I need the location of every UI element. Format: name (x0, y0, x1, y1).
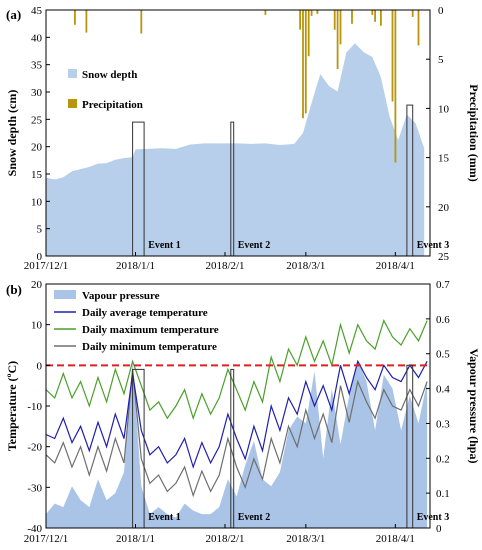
y2-tick-label-15: 15 (438, 153, 450, 165)
precipitation-bar (310, 10, 313, 16)
legend-swatch-snow-depth (68, 69, 77, 78)
y2-tick-label-0-1: 0.1 (436, 488, 450, 500)
y2-tick-label-0-4: 0.4 (436, 384, 450, 396)
x-tick-label-2018-1-1: 2018/1/1 (116, 533, 155, 545)
vapour-pressure-area (46, 360, 428, 528)
y-tick-label-35: 35 (31, 60, 43, 72)
panel-b-label: (b) (6, 282, 22, 297)
legend-label-daily-average: Daily average temperature (82, 307, 208, 319)
legend-label-daily-minimum: Daily minimum temperature (82, 341, 217, 353)
precipitation-bar (264, 10, 267, 15)
panel-b-legend: Vapour pressure Daily average temperatur… (54, 290, 219, 353)
y2-tick-label-25: 25 (438, 251, 450, 263)
precipitation-bar (307, 10, 310, 57)
x-tick-label-2018-1-1: 2018/1/1 (116, 260, 155, 272)
y-tick-label-25: 25 (31, 114, 43, 126)
precipitation-bar (336, 10, 339, 69)
y-tick-label-15: 15 (31, 169, 43, 181)
y-tick-label-30: 30 (31, 87, 43, 99)
panel-b: Event 1 Event 2 Event 3 -40 -30 -20 -10 0 10 20 0 0… (5, 279, 481, 545)
panel-a-plot-area: Event 1 Event 2 Event 3 0 5 10 15 20 25 30 35 40 45 0… (24, 5, 450, 272)
event-label-3: Event 3 (417, 512, 450, 523)
y-tick-label--10: -10 (27, 401, 42, 413)
precipitation-bar (74, 10, 76, 25)
x-tick-label-2018-3-1: 2018/3/1 (286, 260, 325, 272)
y-tick-label-0: 0 (37, 360, 43, 372)
y2-tick-label-0-2: 0.2 (436, 453, 450, 465)
precipitation-bar (302, 10, 304, 119)
precipitation-bar (394, 10, 397, 163)
y2-tick-label-0-5: 0.5 (436, 349, 450, 361)
precipitation-bar (374, 10, 376, 22)
y2-tick-label-0-7: 0.7 (436, 279, 450, 291)
precipitation-bar (333, 10, 336, 30)
event-label-1: Event 1 (148, 240, 181, 251)
x-tick-label-2017-12-1: 2017/12/1 (24, 260, 69, 272)
precipitation-bar (417, 10, 420, 46)
y2-tick-label-0: 0 (436, 523, 442, 535)
y-tick-label--20: -20 (27, 442, 42, 454)
y-tick-label-40: 40 (31, 32, 43, 44)
y-tick-label--30: -30 (27, 482, 42, 494)
panel-a-y-axis-label: Snow depth (cm) (5, 90, 19, 177)
y2-tick-label-0-3: 0.3 (436, 418, 450, 430)
legend-label-precipitation: Precipitation (82, 99, 143, 111)
panel-a-frame (45, 9, 431, 257)
legend-swatch-vapour-pressure (54, 290, 76, 299)
daily-minimum-temperature-line (45, 369, 428, 498)
y2-tick-label-0: 0 (438, 5, 444, 17)
y-tick-label-45: 45 (31, 5, 43, 17)
panel-a-y2-axis-label: Precipitation (mm) (467, 84, 481, 181)
precipitation-bar (391, 10, 394, 102)
x-tick-label-2017-12-1: 2017/12/1 (24, 533, 69, 545)
y-tick-label-20: 20 (31, 279, 43, 291)
precipitation-bar (316, 10, 319, 14)
daily-average-temperature-line (45, 359, 428, 469)
snow-depth-area (46, 43, 425, 256)
precipitation-bar (411, 10, 414, 17)
legend-label-daily-maximum: Daily maximum temperature (82, 324, 219, 336)
precipitation-bar (351, 10, 353, 24)
precipitation-bar (85, 10, 88, 33)
legend-label-snow-depth: Snow depth (82, 69, 137, 81)
precipitation-bar (140, 10, 143, 34)
y2-tick-label-0-6: 0.6 (436, 314, 450, 326)
panel-b-y2-axis-label: Vapour pressure (hpa) (467, 349, 481, 464)
legend-swatch-precipitation (68, 99, 77, 108)
event-label-2: Event 2 (238, 512, 271, 523)
x-tick-label-2018-2-1: 2018/2/1 (205, 533, 244, 545)
daily-maximum-temperature-line (45, 319, 428, 421)
y-tick-label-10: 10 (31, 196, 43, 208)
precipitation-bar (339, 10, 342, 45)
y-tick-label-20: 20 (31, 142, 43, 154)
x-tick-label-2018-4-1: 2018/4/1 (376, 260, 415, 272)
precipitation-bar (304, 10, 307, 114)
y2-tick-label-10: 10 (438, 103, 450, 115)
panel-a: Event 1 Event 2 Event 3 0 5 10 15 20 25 30 35 40 45 0… (5, 5, 481, 272)
event-label-3: Event 3 (417, 240, 450, 251)
event-label-2: Event 2 (238, 240, 271, 251)
event-label-1: Event 1 (148, 512, 181, 523)
panel-b-y-axis-label: Temperature (ºC) (5, 361, 19, 451)
precipitation-bar (299, 10, 301, 30)
y-tick-label--40: -40 (27, 523, 42, 535)
x-tick-label-2018-3-1: 2018/3/1 (286, 533, 325, 545)
y2-tick-label-5: 5 (438, 54, 444, 66)
y-tick-label-10: 10 (31, 320, 43, 332)
x-tick-label-2018-2-1: 2018/2/1 (205, 260, 244, 272)
legend-label-vapour-pressure: Vapour pressure (82, 290, 160, 302)
panel-a-legend: Snow depth Precipitation (68, 69, 143, 111)
panel-a-label: (a) (6, 7, 21, 22)
x-tick-label-2018-4-1: 2018/4/1 (376, 533, 415, 545)
y-tick-label-5: 5 (37, 224, 43, 236)
precipitation-bar (371, 10, 374, 15)
precipitation-bar (380, 10, 382, 26)
y2-tick-label-20: 20 (438, 202, 450, 214)
y-tick-label-0: 0 (37, 251, 43, 263)
panel-b-plot-area: Event 1 Event 2 Event 3 -40 -30 -20 -10 0 10 20 0 0… (24, 279, 451, 545)
